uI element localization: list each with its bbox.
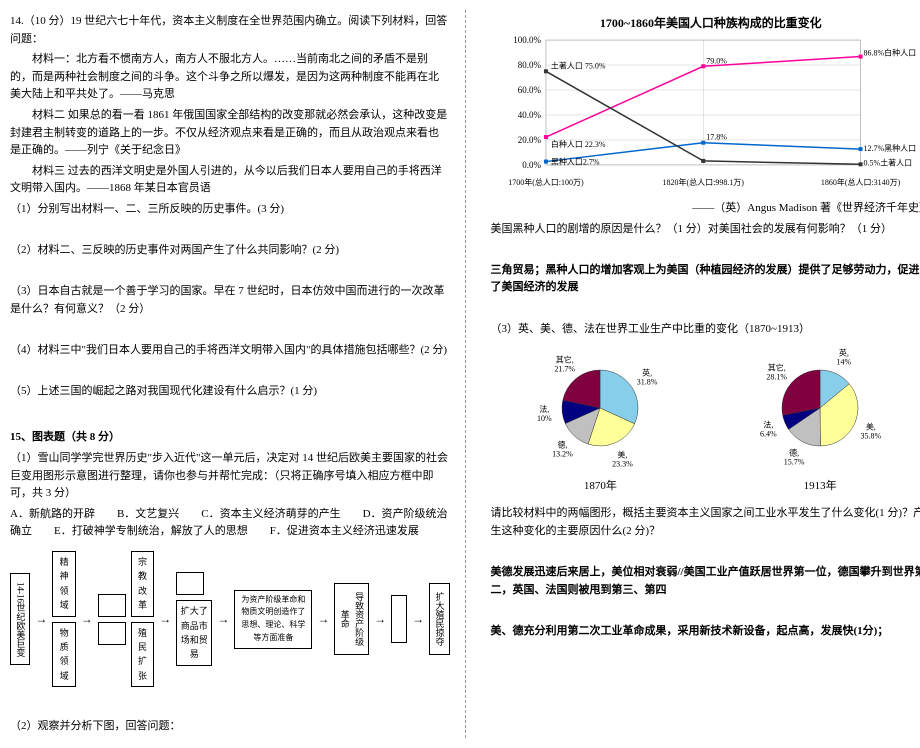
flow-religion: 宗教改革 (131, 551, 154, 617)
svg-text:31.8%: 31.8% (637, 378, 658, 387)
svg-text:美,: 美, (618, 449, 628, 459)
svg-text:14%: 14% (837, 357, 852, 366)
svg-text:法,: 法, (763, 420, 773, 430)
svg-text:100.0%: 100.0% (513, 35, 541, 45)
flow-revolution: 导致资产阶级革命 (334, 583, 369, 655)
svg-text:德,: 德, (789, 448, 799, 458)
arrow-icon: → (217, 610, 229, 629)
svg-text:6.4%: 6.4% (760, 430, 777, 439)
svg-text:23.3%: 23.3% (612, 459, 633, 468)
svg-text:1860年(总人口:3140万): 1860年(总人口:3140万) (820, 177, 900, 187)
svg-text:美,: 美, (866, 422, 876, 432)
svg-text:10%: 10% (537, 414, 552, 423)
q15-sub1: （1）雪山同学学完世界历史"步入近代"这一单元后，决定对 14 世纪后欧美主要国… (10, 450, 450, 503)
material-1: 材料一：北方看不惯南方人，南方人不服北方人。……当前南北之间的矛盾不是别的，而是… (10, 51, 450, 104)
svg-text:86.8%白种人口: 86.8%白种人口 (863, 48, 916, 58)
answer-b1: 美德发展迅速后来居上，美位相对衰弱//美国工业产值跃居世界第一位，德国攀升到世界… (491, 564, 920, 599)
svg-text:其它,: 其它, (556, 355, 574, 365)
svg-text:13.2%: 13.2% (552, 450, 573, 459)
svg-text:79.0%: 79.0% (706, 56, 727, 65)
svg-text:20.0%: 20.0% (517, 135, 541, 145)
pie-1870-label: 1870年 (520, 478, 680, 496)
flowchart: 14-16世纪欧美巨变 → 精神领域 物质领域 → 宗教改革 殖民扩张 → 扩大… (10, 551, 450, 687)
arrow-icon: → (35, 610, 47, 629)
svg-text:黑种人口2.7%: 黑种人口2.7% (550, 157, 599, 167)
q-sub3: （3）英、美、德、法在世界工业生产中比重的变化（1870~1913） (491, 321, 920, 339)
svg-text:德,: 德, (558, 440, 568, 450)
q15-title: 15、图表题（共 8 分） (10, 429, 450, 447)
flow-prepare: 为资产阶级革命和物质文明创造作了思想、理论、科学等方面准备 (234, 590, 312, 649)
material-3: 材料三 过去的西洋文明史是外国人引进的，从今以后我们日本人要用自己的手将西洋文明… (10, 163, 450, 198)
q-black-pop: 美国黑种人口的剧增的原因是什么？（1 分）对美国社会的发展有何影响？（1 分） (491, 221, 920, 239)
q-compare: 请比较材料中的两幅图形，概括主要资本主义国家之间工业水平发生了什么变化(1 分)… (491, 505, 920, 540)
left-column: 14.（10 分）19 世纪六七十年代，资本主义制度在全世界范围内确立。阅读下列… (10, 10, 466, 738)
svg-text:其它,: 其它, (768, 363, 786, 373)
svg-text:1820年(总人口:998.1万): 1820年(总人口:998.1万) (662, 177, 744, 187)
svg-text:1700~1860年美国人口种族构成的比重变化: 1700~1860年美国人口种族构成的比重变化 (599, 15, 821, 30)
q15-options: A．新航路的开辟 B．文艺复兴 C．资本主义经济萌芽的产生 D．资产阶级统治确立… (10, 506, 450, 541)
q15-sub2: （2）观察并分析下图，回答问题： (10, 718, 450, 736)
flow-spirit: 精神领域 (52, 551, 75, 617)
pie-charts: 英,31.8%美,23.3%德,13.2%法,10%其它,21.7% 1870年… (491, 348, 920, 495)
svg-text:60.0%: 60.0% (517, 85, 541, 95)
q14-sub3: （3）日本自古就是一个善于学习的国家。早在 7 世纪时，日本仿效中国而进行的一次… (10, 283, 450, 318)
chart-source: ——（英）Angus Madison 著《世界经济千年史》 (491, 200, 920, 218)
svg-text:1700年(总人口:100万): 1700年(总人口:100万) (508, 177, 584, 187)
arrow-icon: → (412, 610, 424, 629)
arrow-icon: → (81, 610, 93, 629)
flow-trade: 扩大了商品市场和贸易 (176, 600, 212, 666)
svg-text:土著人口 75.0%: 土著人口 75.0% (550, 60, 605, 70)
flow-blank-4 (391, 595, 407, 643)
svg-text:35.8%: 35.8% (861, 432, 882, 441)
svg-text:28.1%: 28.1% (767, 373, 788, 382)
q14-sub5: （5）上述三国的崛起之路对我国现代化建设有什么启示？(1 分) (10, 383, 450, 401)
arrow-icon: → (159, 610, 171, 629)
flow-colony: 殖民扩张 (131, 622, 154, 688)
flow-start: 14-16世纪欧美巨变 (10, 573, 30, 665)
flow-material: 物质领域 (52, 622, 75, 688)
svg-text:12.7%黑种人口: 12.7%黑种人口 (863, 143, 916, 153)
svg-text:15.7%: 15.7% (784, 458, 805, 467)
svg-text:80.0%: 80.0% (517, 60, 541, 70)
flow-blank-3 (176, 572, 204, 595)
q14-intro: 14.（10 分）19 世纪六七十年代，资本主义制度在全世界范围内确立。阅读下列… (10, 13, 450, 48)
q14-sub4: （4）材料三中"我们日本人要用自己的手将西洋文明带入国内"的具体措施包括哪些？(… (10, 342, 450, 360)
answer-a: 三角贸易；黑种人口的增加客观上为美国（种植园经济的发展）提供了足够劳动力，促进了… (491, 262, 920, 297)
svg-text:英,: 英, (642, 368, 652, 378)
arrow-icon: → (374, 610, 386, 629)
svg-text:0.0%: 0.0% (522, 160, 541, 170)
q14-sub2: （2）材料二、三反映的历史事件对两国产生了什么共同影响？(2 分) (10, 242, 450, 260)
svg-text:法,: 法, (540, 404, 550, 414)
pie-1913-label: 1913年 (740, 478, 900, 496)
svg-text:40.0%: 40.0% (517, 110, 541, 120)
svg-text:21.7%: 21.7% (555, 365, 576, 374)
flow-blank-1 (98, 594, 126, 617)
flow-blank-2 (98, 622, 126, 645)
svg-text:白种人口 22.3%: 白种人口 22.3% (550, 139, 605, 149)
answer-b2: 美、德充分利用第二次工业革命成果，采用新技术新设备，起点高，发展快(1分)； (491, 623, 920, 641)
svg-text:0.5%土著人口: 0.5%土著人口 (863, 157, 912, 167)
svg-text:17.8%: 17.8% (706, 133, 727, 142)
material-2: 材料二 如果总的看一看 1861 年俄国国家全部结构的改变那就必然会承认，这种改… (10, 107, 450, 160)
right-column: 1700~1860年美国人口种族构成的比重变化 0.0% 20.0% 40.0% 60.… (486, 10, 920, 738)
line-chart: 1700~1860年美国人口种族构成的比重变化 0.0% 20.0% 40.0% 60.… (491, 15, 920, 195)
svg-text:英,: 英, (839, 348, 849, 357)
q14-sub1: （1）分别写出材料一、二、三所反映的历史事件。(3 分) (10, 201, 450, 219)
flow-expand: 扩大殖民掠夺 (429, 583, 449, 655)
arrow-icon: → (317, 610, 329, 629)
